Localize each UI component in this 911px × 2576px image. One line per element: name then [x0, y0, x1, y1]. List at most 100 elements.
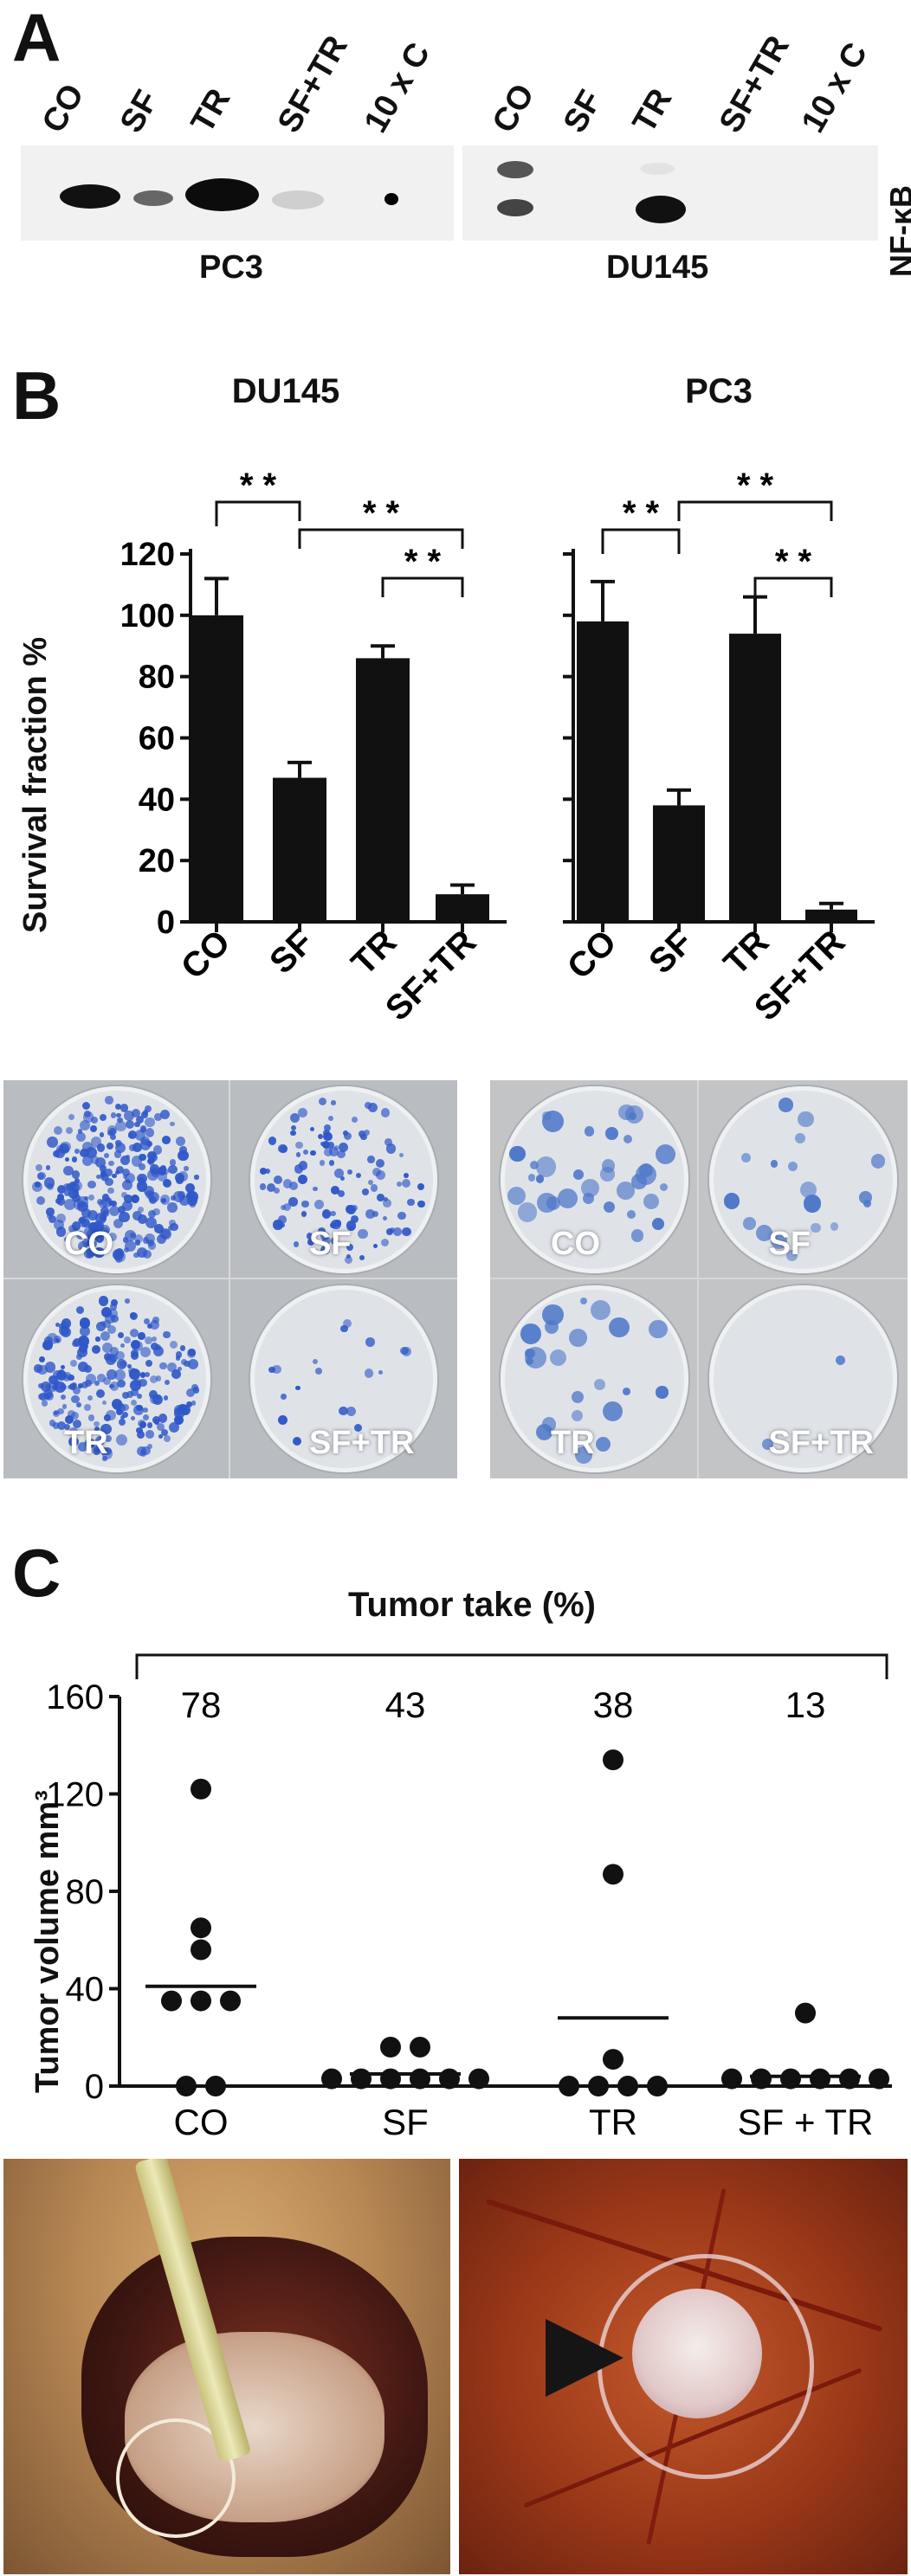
culture-dish — [23, 1285, 211, 1473]
colony — [106, 1369, 117, 1380]
colony — [104, 1152, 109, 1158]
data-point-co — [191, 1778, 211, 1800]
colony — [34, 1364, 42, 1373]
colony — [349, 1225, 355, 1232]
colony — [359, 1254, 365, 1261]
data-point-co — [191, 1939, 211, 1961]
x-tick-label-sf: SF — [382, 2102, 429, 2142]
colony — [65, 1414, 74, 1424]
colony — [74, 1149, 81, 1154]
colony — [56, 1197, 66, 1207]
colony — [301, 1200, 310, 1208]
band-du145-co-upper — [497, 161, 533, 178]
colony — [113, 1150, 122, 1158]
colony — [149, 1163, 160, 1175]
colony — [107, 1325, 116, 1335]
colony — [90, 1155, 100, 1164]
colony — [110, 1315, 120, 1323]
colony — [303, 1150, 309, 1156]
colony — [179, 1345, 186, 1351]
colony — [83, 1403, 91, 1411]
colony — [582, 1192, 595, 1204]
data-point-sf-tr — [839, 2068, 860, 2090]
colony — [55, 1148, 65, 1159]
culture-dish — [249, 1085, 438, 1274]
colony — [131, 1415, 136, 1420]
colony — [830, 1222, 839, 1231]
colony — [96, 1174, 101, 1180]
colony — [144, 1104, 152, 1112]
colony — [300, 1211, 307, 1217]
colony — [152, 1145, 162, 1155]
colony — [115, 1139, 121, 1145]
colony — [382, 1215, 388, 1221]
colony — [268, 1366, 275, 1374]
colony — [795, 1133, 805, 1144]
data-point-tr — [603, 2049, 623, 2070]
colony — [157, 1171, 168, 1182]
plate-label-sf-tr: SF+TR — [768, 1425, 874, 1461]
colony — [81, 1208, 91, 1218]
colony — [630, 1228, 644, 1242]
colony — [116, 1117, 123, 1124]
colony — [279, 1144, 288, 1154]
colony — [295, 1385, 300, 1391]
colony — [60, 1394, 67, 1401]
colony — [127, 1133, 132, 1138]
colony — [41, 1400, 48, 1407]
colony — [158, 1414, 168, 1424]
colony — [159, 1109, 171, 1120]
colony — [115, 1166, 124, 1175]
colony — [100, 1330, 111, 1342]
colony — [378, 1369, 384, 1375]
colony — [109, 1302, 118, 1311]
colony — [163, 1330, 171, 1338]
colony — [31, 1181, 43, 1193]
y-tick-label-40: 40 — [66, 1971, 105, 2009]
significance-label-pc3-2: * * — [775, 543, 812, 581]
colony — [115, 1434, 127, 1446]
colony — [154, 1420, 159, 1425]
colony — [403, 1172, 410, 1178]
colony — [313, 1199, 324, 1210]
colony — [167, 1202, 178, 1213]
colony — [120, 1156, 131, 1166]
colony — [105, 1169, 113, 1177]
colony — [104, 1414, 111, 1421]
colony — [281, 1394, 287, 1400]
colony — [346, 1205, 354, 1214]
colony — [168, 1164, 178, 1175]
colony — [572, 1169, 584, 1180]
colony — [659, 1182, 669, 1192]
colony — [78, 1362, 89, 1373]
colony — [64, 1157, 69, 1162]
chart-title-du145: DU145 — [231, 372, 340, 410]
data-point-co — [176, 2076, 197, 2096]
colony — [572, 1409, 584, 1422]
culture-dish — [501, 1285, 688, 1473]
colony — [397, 1211, 406, 1220]
bar-du145-sf — [273, 777, 326, 922]
colony — [149, 1195, 158, 1205]
colony — [105, 1096, 113, 1104]
plate-label-sf-tr: SF+TR — [309, 1425, 415, 1461]
colony — [120, 1360, 127, 1368]
colony — [367, 1156, 375, 1163]
colony — [125, 1154, 130, 1159]
colony — [295, 1141, 303, 1150]
colony — [59, 1326, 69, 1336]
colony — [121, 1179, 132, 1190]
colony — [90, 1137, 102, 1148]
colony — [154, 1113, 162, 1121]
x-tick-label-du145-tr: TR — [345, 923, 404, 982]
colony — [584, 1126, 595, 1137]
colony — [260, 1167, 267, 1175]
colony — [372, 1243, 378, 1248]
colony — [119, 1418, 126, 1426]
colony — [623, 1388, 630, 1395]
colony — [113, 1369, 126, 1381]
colony — [268, 1137, 277, 1145]
data-point-co — [205, 2076, 226, 2096]
colony — [267, 1183, 276, 1193]
